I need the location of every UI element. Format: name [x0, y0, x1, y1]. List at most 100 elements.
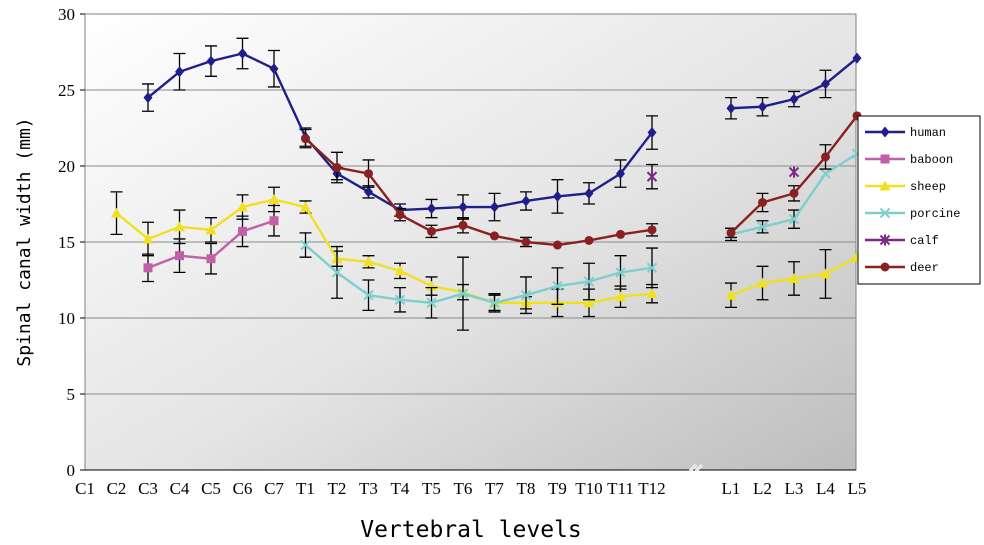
data-point: [553, 190, 562, 202]
data-point: [583, 276, 595, 287]
x-tick-label: T2: [328, 479, 347, 498]
x-tick-label: C5: [201, 479, 221, 498]
x-tick-label: T3: [359, 479, 378, 498]
x-tick-label: L5: [848, 479, 867, 498]
data-point: [331, 267, 343, 278]
series-layer: [110, 37, 863, 331]
legend: human baboon sheep porcine calf deer: [857, 115, 981, 285]
series-deer: [299, 111, 862, 250]
x-tick-label: C1: [75, 479, 95, 498]
series-calf: [646, 163, 800, 190]
legend-label: human: [910, 126, 946, 140]
data-point: [363, 256, 374, 267]
data-point: [143, 92, 153, 104]
x-tick-label: T7: [485, 479, 504, 498]
y-tick-label: 30: [58, 5, 75, 24]
data-point: [205, 224, 217, 235]
legend-label: sheep: [910, 180, 946, 194]
data-point: [553, 240, 562, 250]
legend-label: deer: [910, 261, 939, 275]
data-point: [726, 102, 736, 114]
legend-box: [857, 115, 981, 285]
data-point: [616, 168, 625, 180]
data-point: [143, 263, 153, 273]
data-point: [174, 221, 185, 232]
data-point: [268, 193, 280, 204]
data-point: [458, 220, 468, 230]
data-point: [238, 48, 247, 60]
x-tick-label: T1: [296, 479, 315, 498]
data-point: [458, 201, 468, 213]
data-point: [363, 289, 374, 301]
data-point: [364, 169, 373, 179]
data-point: [758, 197, 767, 207]
legend-item-baboon: baboon: [865, 153, 953, 167]
data-point: [615, 267, 626, 278]
data-point: [490, 201, 499, 213]
legend-marker: [880, 126, 890, 138]
x-tick-label: T8: [517, 479, 536, 498]
data-point: [206, 254, 216, 264]
data-point: [583, 297, 595, 308]
data-point: [364, 186, 373, 198]
data-point: [725, 289, 737, 300]
data-point: [489, 297, 500, 309]
data-point: [301, 134, 310, 144]
data-point: [584, 187, 594, 199]
series-line: [115, 198, 653, 304]
series-baboon: [142, 204, 280, 283]
y-tick-label: 15: [58, 233, 75, 252]
data-point: [852, 52, 862, 64]
legend-label: calf: [910, 234, 939, 248]
legend-label: baboon: [910, 153, 953, 167]
x-tick-label: L4: [816, 479, 835, 498]
x-axis-ticks: C1 C2 C3 C4 C5 C6 C7 T1 T2 T3 T4 T5 T6 T7 T8 T9 T10 T11 T1…: [75, 469, 867, 498]
data-point: [616, 229, 625, 239]
data-point: [584, 235, 594, 245]
y-tick-label: 5: [67, 385, 76, 404]
data-point: [427, 226, 436, 236]
data-point: [427, 203, 436, 215]
data-point: [521, 195, 531, 207]
data-point: [788, 272, 800, 283]
data-point: [269, 63, 279, 75]
x-tick-label: C7: [264, 479, 284, 498]
data-point: [142, 233, 154, 244]
y-tick-label: 25: [58, 81, 75, 100]
data-point: [300, 201, 311, 212]
x-tick-label: C2: [107, 479, 127, 498]
data-point: [457, 288, 469, 299]
y-axis-title: Spinal canal width (mm): [14, 117, 35, 366]
y-axis-ticks: 0 5 10 15 20 25 30: [58, 5, 85, 480]
data-point: [395, 210, 405, 220]
y-tick-label: 0: [67, 461, 76, 480]
legend-marker: [879, 207, 891, 219]
data-point: [757, 221, 768, 233]
x-tick-label: T11: [607, 479, 634, 498]
data-point: [789, 188, 799, 198]
data-point: [175, 66, 184, 78]
data-point: [520, 289, 532, 301]
data-point: [788, 213, 800, 225]
x-tick-label: L2: [753, 479, 772, 498]
data-point: [726, 228, 736, 238]
data-point: [647, 225, 657, 235]
data-point: [820, 168, 831, 179]
x-tick-label: C6: [233, 479, 253, 498]
data-point: [521, 237, 531, 247]
x-axis-title: Vertebral levels: [360, 517, 582, 543]
data-point: [300, 239, 311, 251]
data-point: [646, 171, 658, 183]
data-point: [490, 231, 499, 241]
data-point: [646, 262, 658, 274]
x-tick-label: C4: [170, 479, 190, 498]
legend-item-deer: deer: [865, 261, 939, 275]
data-point: [646, 288, 658, 299]
data-point: [757, 277, 768, 288]
legend-item-human: human: [865, 126, 946, 140]
legend-marker: [880, 262, 890, 272]
data-point: [111, 207, 122, 218]
series-porcine: [299, 148, 863, 331]
data-point: [758, 101, 767, 113]
data-point: [237, 201, 248, 212]
